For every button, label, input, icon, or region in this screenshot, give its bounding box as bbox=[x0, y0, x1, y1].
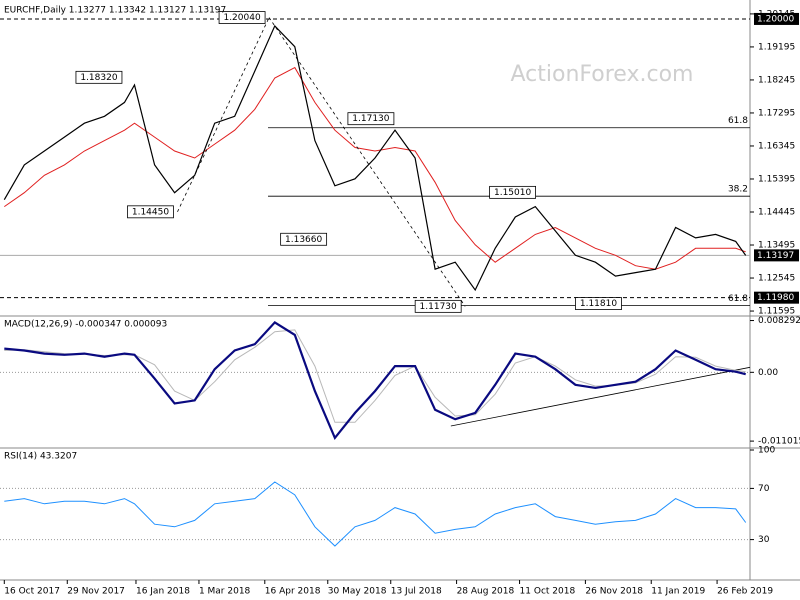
x-tick-label: 13 Jul 2018 bbox=[391, 587, 442, 597]
x-tick-label: 26 Nov 2018 bbox=[585, 587, 643, 597]
series-line bbox=[3, 24, 747, 292]
annotation-box bbox=[489, 185, 536, 199]
x-tick-label: 30 May 2018 bbox=[328, 587, 387, 597]
panel-title: RSI(14) 43.3207 bbox=[4, 452, 77, 462]
annotation-box bbox=[347, 112, 395, 126]
series-line bbox=[4, 320, 746, 441]
y-tick-label: 1.17295 bbox=[758, 108, 795, 118]
annotation-box bbox=[575, 297, 622, 310]
y-tick-label: 0.00 bbox=[758, 368, 778, 378]
annotation-label: 1.13660 bbox=[285, 235, 322, 245]
price-label: 1.11980 bbox=[757, 293, 794, 303]
y-tick-label: 1.12545 bbox=[758, 274, 795, 284]
price-label: 1.20000 bbox=[757, 14, 794, 24]
y-tick-label: 30 bbox=[758, 535, 770, 545]
annotation-label: 1.20040 bbox=[223, 13, 260, 23]
watermark: ActionForex.com bbox=[511, 62, 694, 87]
price-label-box bbox=[754, 12, 799, 25]
price-label: 1.13197 bbox=[757, 251, 794, 261]
x-tick-label: 11 Jan 2019 bbox=[651, 587, 705, 597]
price-label-box bbox=[754, 291, 799, 304]
x-tick-label: 16 Jan 2018 bbox=[136, 587, 190, 597]
annotation-label: 1.14450 bbox=[132, 207, 169, 217]
panel-title: MACD(12,26,9) -0.000347 0.000093 bbox=[4, 320, 167, 330]
annotation-label: 1.15010 bbox=[494, 188, 531, 198]
connector bbox=[268, 17, 466, 307]
annotation-label: 1.11730 bbox=[420, 302, 457, 312]
price-label-box bbox=[754, 249, 799, 262]
x-tick-label: 29 Nov 2017 bbox=[67, 587, 125, 597]
x-tick-label: 28 Aug 2018 bbox=[457, 587, 515, 597]
annotation-box bbox=[75, 70, 123, 84]
y-tick-label: 1.18245 bbox=[758, 75, 795, 85]
annotation-box bbox=[218, 11, 266, 24]
annotation-label: 1.17130 bbox=[352, 114, 389, 124]
series-line bbox=[4, 66, 746, 270]
y-tick-label: 1.16345 bbox=[758, 141, 795, 151]
annotation-box bbox=[127, 205, 174, 219]
x-tick-label: 26 Feb 2019 bbox=[717, 587, 773, 597]
series-line bbox=[4, 481, 747, 547]
x-tick-label: 16 Oct 2017 bbox=[4, 587, 60, 597]
y-tick-label: 1.11595 bbox=[758, 307, 795, 317]
fib-label: 38.2 bbox=[728, 185, 748, 195]
annotation-box bbox=[280, 232, 328, 246]
annotation-box bbox=[414, 299, 462, 313]
y-tick-label: 70 bbox=[758, 484, 770, 494]
x-tick-label: 1 Mar 2018 bbox=[199, 587, 251, 597]
y-tick-label: 1.14445 bbox=[758, 207, 795, 217]
y-tick-label: 1.13495 bbox=[758, 241, 795, 251]
fib-label: 61.8 bbox=[728, 116, 748, 126]
y-tick-label: 1.19195 bbox=[758, 42, 795, 52]
y-tick-label: 1.15395 bbox=[758, 174, 795, 184]
x-tick-label: 11 Oct 2018 bbox=[520, 587, 576, 597]
x-tick-label: 16 Apr 2018 bbox=[265, 587, 321, 597]
y-tick-label: 0.008292 bbox=[758, 316, 800, 326]
trendline bbox=[450, 366, 751, 427]
fib-label: 61.8 bbox=[728, 294, 748, 304]
panel-title: EURCHF,Daily 1.13277 1.13342 1.13127 1.1… bbox=[4, 6, 226, 16]
y-tick-label: -0.011015 bbox=[758, 437, 800, 447]
annotation-label: 1.11810 bbox=[580, 299, 617, 309]
y-tick-label: 100 bbox=[758, 446, 775, 456]
annotation-label: 1.18320 bbox=[80, 73, 117, 83]
